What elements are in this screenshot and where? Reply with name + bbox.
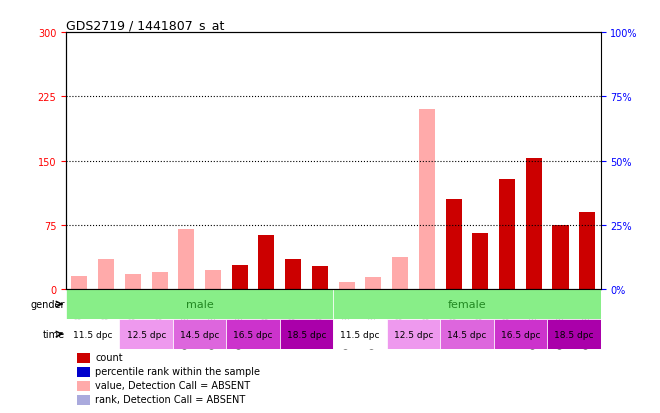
Bar <box>312 266 328 290</box>
FancyBboxPatch shape <box>119 319 173 349</box>
Bar <box>473 234 488 290</box>
FancyBboxPatch shape <box>440 319 494 349</box>
Text: count: count <box>96 353 123 363</box>
Text: time: time <box>42 329 65 339</box>
Text: 12.5 dpc: 12.5 dpc <box>127 330 166 339</box>
Bar <box>285 259 301 290</box>
Bar <box>392 257 408 290</box>
Text: percentile rank within the sample: percentile rank within the sample <box>96 366 261 376</box>
Bar <box>232 266 248 290</box>
Bar <box>77 381 90 391</box>
Text: rank, Detection Call = ABSENT: rank, Detection Call = ABSENT <box>96 394 246 404</box>
Bar <box>339 282 354 290</box>
Text: 16.5 dpc: 16.5 dpc <box>234 330 273 339</box>
Bar <box>499 180 515 290</box>
FancyBboxPatch shape <box>280 319 333 349</box>
Text: 11.5 dpc: 11.5 dpc <box>73 330 112 339</box>
FancyBboxPatch shape <box>547 319 601 349</box>
Bar <box>178 230 194 290</box>
Text: male: male <box>185 299 214 309</box>
Bar <box>98 259 114 290</box>
Text: value, Detection Call = ABSENT: value, Detection Call = ABSENT <box>96 380 251 390</box>
Bar <box>446 199 461 290</box>
Bar <box>205 271 221 290</box>
FancyBboxPatch shape <box>173 319 226 349</box>
FancyBboxPatch shape <box>226 319 280 349</box>
Bar <box>77 395 90 405</box>
FancyBboxPatch shape <box>333 290 601 319</box>
Text: gender: gender <box>30 299 65 309</box>
Bar <box>125 274 141 290</box>
FancyBboxPatch shape <box>333 319 387 349</box>
Bar <box>152 272 168 290</box>
Bar <box>259 235 275 290</box>
Bar <box>77 367 90 377</box>
Text: 18.5 dpc: 18.5 dpc <box>554 330 593 339</box>
FancyBboxPatch shape <box>66 319 119 349</box>
Bar <box>77 353 90 363</box>
Text: 16.5 dpc: 16.5 dpc <box>501 330 540 339</box>
Bar <box>526 159 542 290</box>
Bar <box>71 277 87 290</box>
FancyBboxPatch shape <box>66 290 333 319</box>
Text: 14.5 dpc: 14.5 dpc <box>180 330 219 339</box>
Text: 18.5 dpc: 18.5 dpc <box>287 330 326 339</box>
Bar <box>366 278 381 290</box>
Text: 14.5 dpc: 14.5 dpc <box>447 330 486 339</box>
Text: 11.5 dpc: 11.5 dpc <box>341 330 379 339</box>
Bar <box>419 110 435 290</box>
FancyBboxPatch shape <box>387 319 440 349</box>
Bar <box>552 225 568 290</box>
Text: female: female <box>447 299 486 309</box>
Bar <box>579 212 595 290</box>
Text: GDS2719 / 1441807_s_at: GDS2719 / 1441807_s_at <box>66 19 224 32</box>
FancyBboxPatch shape <box>494 319 547 349</box>
Text: 12.5 dpc: 12.5 dpc <box>394 330 433 339</box>
